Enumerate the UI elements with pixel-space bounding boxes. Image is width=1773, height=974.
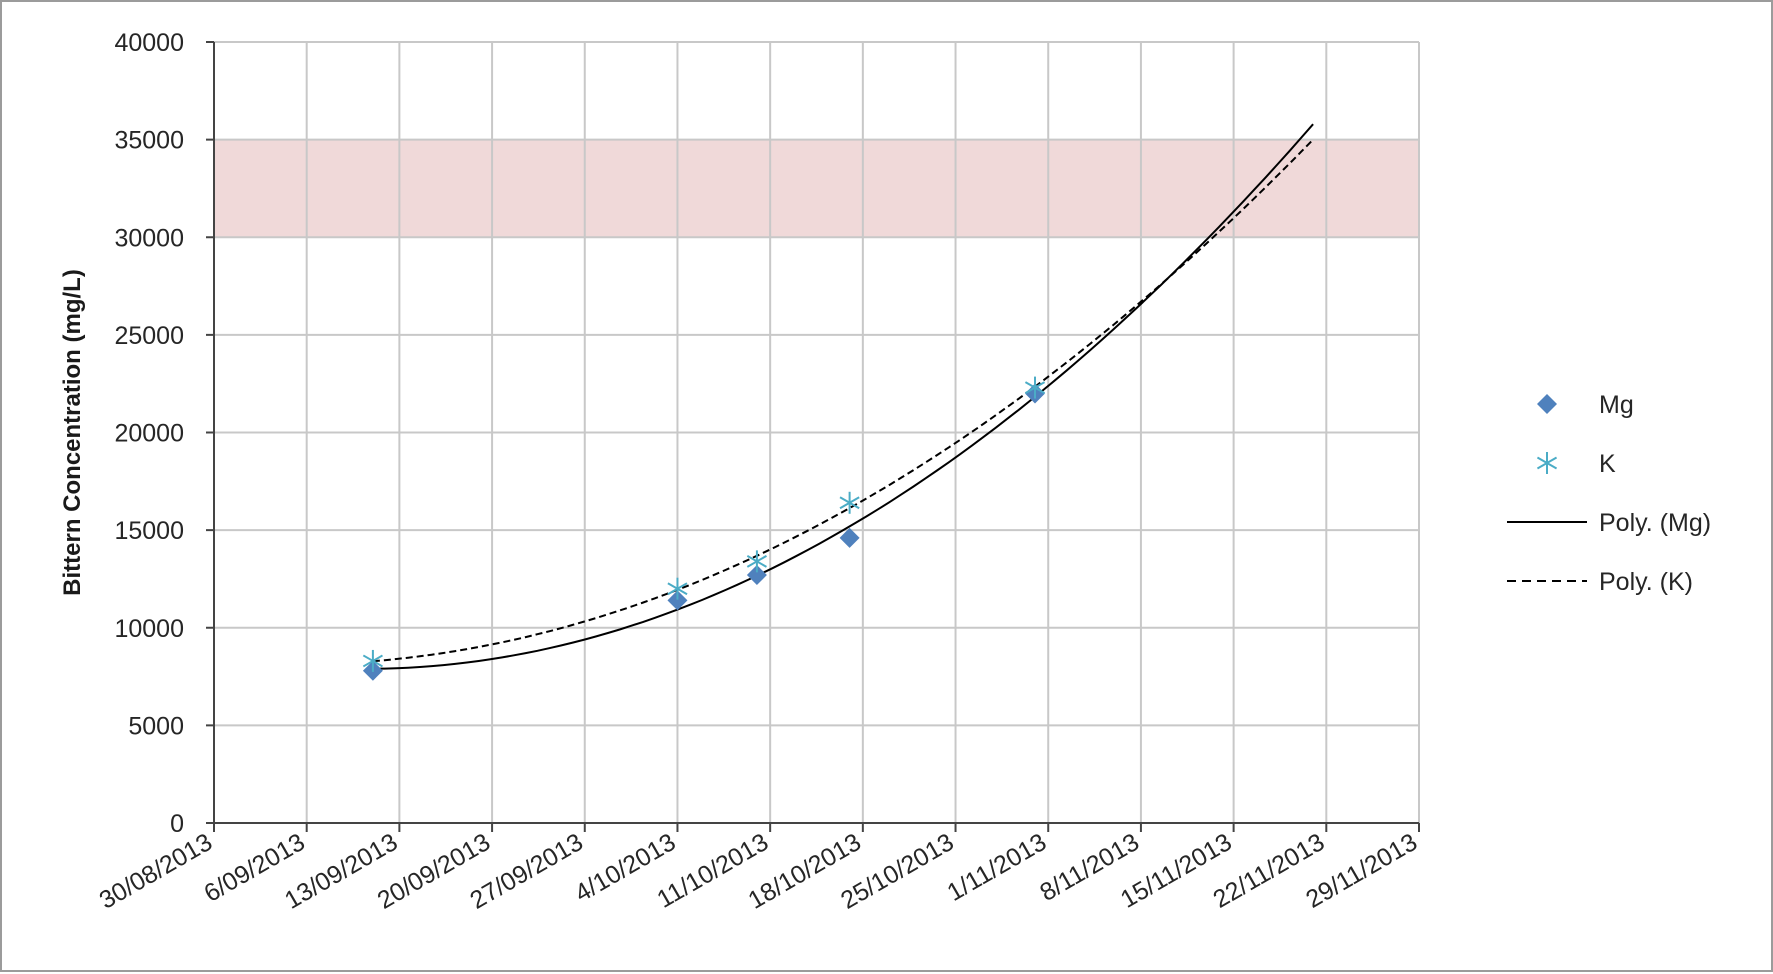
legend-marker [1537,394,1557,414]
x-tick-label: 1/11/2013 [943,828,1052,907]
point-mg [839,527,860,548]
point-k [667,577,688,600]
legend-label: Poly. (Mg) [1599,509,1711,537]
point-mg [746,565,767,586]
y-tick-label: 40000 [114,29,184,57]
legend-marker [1536,452,1558,474]
point-k [1024,376,1046,399]
legend-item-k: K [1536,450,1616,478]
shaded-band-layer [214,139,1419,238]
y-tick-label: 30000 [114,224,184,252]
legend-label: Poly. (K) [1599,568,1693,596]
legend-item-poly-mg: Poly. (Mg) [1507,509,1711,537]
trendline-layer [372,123,1314,670]
grid-layer [214,41,1420,823]
y-tick-label: 15000 [114,517,184,545]
y-tick-label: 5000 [128,712,184,740]
y-tick-label: 10000 [114,615,184,643]
legend-label: K [1599,450,1616,478]
points-layer [362,376,1046,681]
point-k [746,550,767,573]
y-axis-label: Bittern Concentration (mg/L) [59,269,86,596]
x-tick-label: 30/08/2013 [95,828,217,915]
y-tick-label: 20000 [114,420,184,448]
legend-label: Mg [1599,391,1634,419]
y-tick-label: 35000 [114,127,184,155]
point-k [362,649,383,672]
legend: Mg K Poly. (Mg) Poly. (K) [1507,391,1711,596]
legend-item-mg: Mg [1537,391,1634,419]
trendline-k [372,138,1314,663]
point-k [839,491,860,514]
point-mg [667,590,688,611]
shaded-band [214,139,1419,238]
legend-item-poly-k: Poly. (K) [1507,568,1693,596]
y-tick-label: 25000 [114,322,184,350]
y-tick-label: 0 [170,810,184,838]
